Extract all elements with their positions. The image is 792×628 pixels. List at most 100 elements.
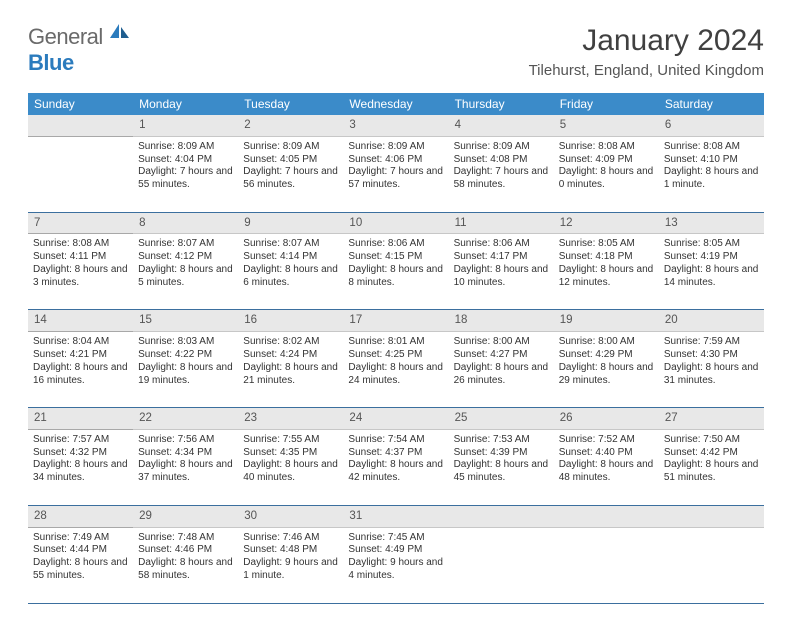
daylight-text: Daylight: 8 hours and 16 minutes. [33, 362, 128, 388]
day-number: 29 [133, 506, 238, 527]
week-row: Sunrise: 8:04 AMSunset: 4:21 PMDaylight:… [28, 331, 764, 407]
day-number-row: 28293031 [28, 506, 764, 527]
sunrise-text: Sunrise: 8:04 AM [33, 336, 128, 349]
sunset-text: Sunset: 4:39 PM [454, 447, 549, 460]
day-number-row: 14151617181920 [28, 310, 764, 331]
sunset-text: Sunset: 4:21 PM [33, 349, 128, 362]
daylight-text: Daylight: 8 hours and 29 minutes. [559, 362, 654, 388]
sunrise-text: Sunrise: 8:09 AM [243, 141, 338, 154]
daylight-text: Daylight: 8 hours and 12 minutes. [559, 264, 654, 290]
month-title: January 2024 [529, 24, 764, 58]
day-cell: Sunrise: 8:05 AMSunset: 4:19 PMDaylight:… [659, 233, 764, 309]
weekday-header-row: Sunday Monday Tuesday Wednesday Thursday… [28, 93, 764, 115]
day-cell [449, 527, 554, 603]
sunrise-text: Sunrise: 7:57 AM [33, 434, 128, 447]
day-cell: Sunrise: 8:02 AMSunset: 4:24 PMDaylight:… [238, 331, 343, 407]
day-cell: Sunrise: 7:56 AMSunset: 4:34 PMDaylight:… [133, 429, 238, 505]
day-number: 31 [343, 506, 448, 527]
day-number: 28 [28, 506, 133, 527]
location-text: Tilehurst, England, United Kingdom [529, 62, 764, 79]
week-row: Sunrise: 7:49 AMSunset: 4:44 PMDaylight:… [28, 527, 764, 603]
sunset-text: Sunset: 4:25 PM [348, 349, 443, 362]
day-cell: Sunrise: 8:01 AMSunset: 4:25 PMDaylight:… [343, 331, 448, 407]
daylight-text: Daylight: 7 hours and 56 minutes. [243, 166, 338, 192]
sunrise-text: Sunrise: 8:02 AM [243, 336, 338, 349]
daylight-text: Daylight: 8 hours and 31 minutes. [664, 362, 759, 388]
sunrise-text: Sunrise: 7:59 AM [664, 336, 759, 349]
day-number: 18 [449, 310, 554, 331]
day-number: 25 [449, 408, 554, 429]
day-number: 22 [133, 408, 238, 429]
sunset-text: Sunset: 4:15 PM [348, 251, 443, 264]
day-cell: Sunrise: 8:06 AMSunset: 4:17 PMDaylight:… [449, 233, 554, 309]
day-cell: Sunrise: 8:09 AMSunset: 4:08 PMDaylight:… [449, 136, 554, 212]
day-number: 23 [238, 408, 343, 429]
day-number: 20 [659, 310, 764, 331]
day-cell: Sunrise: 8:07 AMSunset: 4:14 PMDaylight:… [238, 233, 343, 309]
sunrise-text: Sunrise: 7:49 AM [33, 532, 128, 545]
day-number: 2 [238, 115, 343, 136]
daylight-text: Daylight: 8 hours and 14 minutes. [664, 264, 759, 290]
day-cell: Sunrise: 7:54 AMSunset: 4:37 PMDaylight:… [343, 429, 448, 505]
sunset-text: Sunset: 4:12 PM [138, 251, 233, 264]
daylight-text: Daylight: 8 hours and 24 minutes. [348, 362, 443, 388]
day-cell: Sunrise: 7:59 AMSunset: 4:30 PMDaylight:… [659, 331, 764, 407]
day-number: 11 [449, 213, 554, 234]
weekday-header: Wednesday [343, 93, 448, 115]
day-cell: Sunrise: 7:45 AMSunset: 4:49 PMDaylight:… [343, 527, 448, 603]
day-number: 1 [133, 115, 238, 136]
sunset-text: Sunset: 4:30 PM [664, 349, 759, 362]
day-cell: Sunrise: 8:00 AMSunset: 4:29 PMDaylight:… [554, 331, 659, 407]
day-cell: Sunrise: 8:09 AMSunset: 4:05 PMDaylight:… [238, 136, 343, 212]
sunrise-text: Sunrise: 7:46 AM [243, 532, 338, 545]
day-number: 24 [343, 408, 448, 429]
sunrise-text: Sunrise: 8:09 AM [348, 141, 443, 154]
sunrise-text: Sunrise: 8:00 AM [559, 336, 654, 349]
day-number: 21 [28, 408, 133, 429]
sunrise-text: Sunrise: 7:45 AM [348, 532, 443, 545]
sunrise-text: Sunrise: 8:01 AM [348, 336, 443, 349]
sunset-text: Sunset: 4:06 PM [348, 154, 443, 167]
daylight-text: Daylight: 8 hours and 8 minutes. [348, 264, 443, 290]
sunrise-text: Sunrise: 8:07 AM [243, 238, 338, 251]
sunrise-text: Sunrise: 8:05 AM [664, 238, 759, 251]
sunset-text: Sunset: 4:34 PM [138, 447, 233, 460]
day-number: 16 [238, 310, 343, 331]
sunset-text: Sunset: 4:42 PM [664, 447, 759, 460]
daylight-text: Daylight: 8 hours and 21 minutes. [243, 362, 338, 388]
daylight-text: Daylight: 8 hours and 45 minutes. [454, 459, 549, 485]
sunset-text: Sunset: 4:40 PM [559, 447, 654, 460]
sunrise-text: Sunrise: 8:00 AM [454, 336, 549, 349]
logo: General Blue [28, 24, 130, 76]
day-number: 3 [343, 115, 448, 136]
sunset-text: Sunset: 4:17 PM [454, 251, 549, 264]
day-number [659, 506, 764, 527]
sunset-text: Sunset: 4:29 PM [559, 349, 654, 362]
weekday-header: Tuesday [238, 93, 343, 115]
day-cell: Sunrise: 7:53 AMSunset: 4:39 PMDaylight:… [449, 429, 554, 505]
sunset-text: Sunset: 4:09 PM [559, 154, 654, 167]
sunset-text: Sunset: 4:10 PM [664, 154, 759, 167]
sunrise-text: Sunrise: 7:54 AM [348, 434, 443, 447]
day-number: 27 [659, 408, 764, 429]
weekday-header: Saturday [659, 93, 764, 115]
week-divider [28, 603, 764, 604]
daylight-text: Daylight: 7 hours and 55 minutes. [138, 166, 233, 192]
sunset-text: Sunset: 4:37 PM [348, 447, 443, 460]
sunrise-text: Sunrise: 8:09 AM [138, 141, 233, 154]
day-cell: Sunrise: 8:08 AMSunset: 4:10 PMDaylight:… [659, 136, 764, 212]
week-row: Sunrise: 7:57 AMSunset: 4:32 PMDaylight:… [28, 429, 764, 505]
day-cell: Sunrise: 7:50 AMSunset: 4:42 PMDaylight:… [659, 429, 764, 505]
daylight-text: Daylight: 8 hours and 5 minutes. [138, 264, 233, 290]
sunrise-text: Sunrise: 8:08 AM [664, 141, 759, 154]
day-number-row: 123456 [28, 115, 764, 136]
sunset-text: Sunset: 4:18 PM [559, 251, 654, 264]
daylight-text: Daylight: 8 hours and 42 minutes. [348, 459, 443, 485]
day-cell: Sunrise: 8:09 AMSunset: 4:06 PMDaylight:… [343, 136, 448, 212]
week-row: Sunrise: 8:09 AMSunset: 4:04 PMDaylight:… [28, 136, 764, 212]
calendar-page: General Blue January 2024 Tilehurst, Eng… [0, 0, 792, 628]
day-number: 12 [554, 213, 659, 234]
header: General Blue January 2024 Tilehurst, Eng… [28, 24, 764, 79]
day-cell: Sunrise: 7:48 AMSunset: 4:46 PMDaylight:… [133, 527, 238, 603]
day-cell: Sunrise: 8:03 AMSunset: 4:22 PMDaylight:… [133, 331, 238, 407]
